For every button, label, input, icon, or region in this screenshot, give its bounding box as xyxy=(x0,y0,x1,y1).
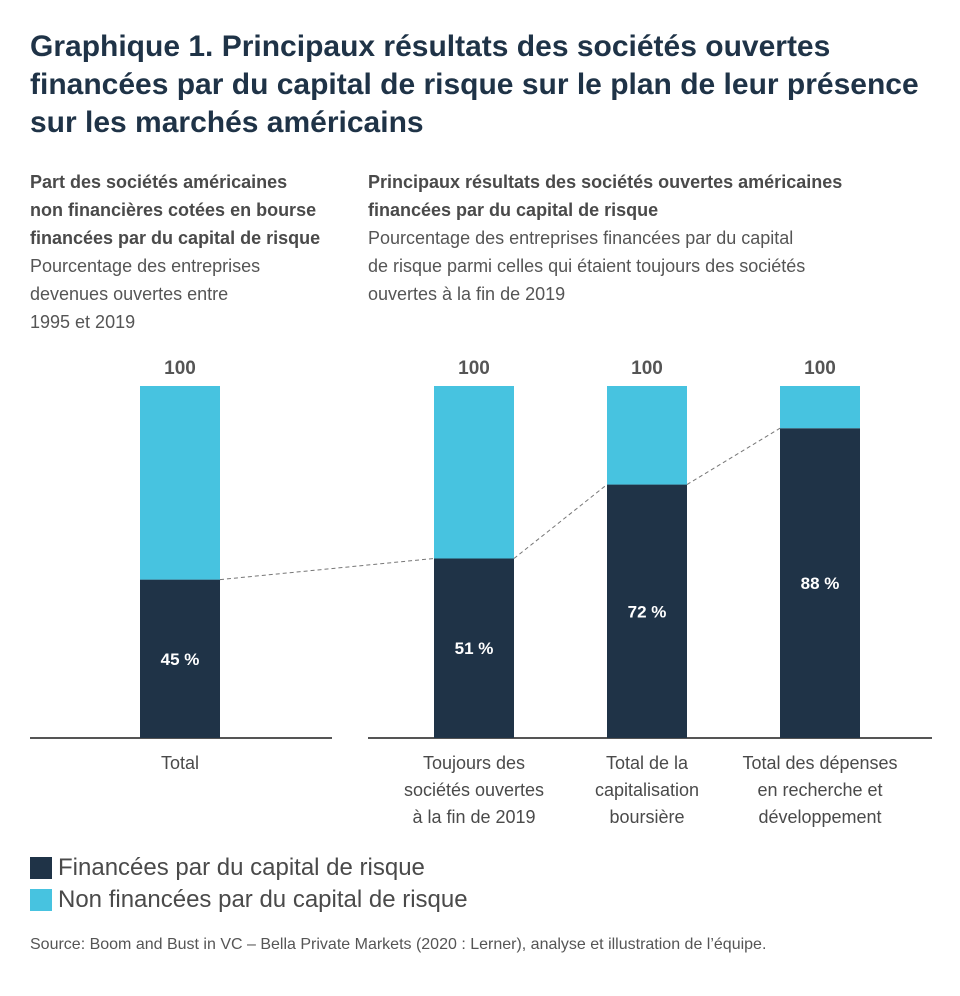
category-label: Total xyxy=(161,753,199,773)
left-panel-subtitle-line: devenues ouvertes entre xyxy=(30,284,229,304)
right-panel-title-line: financées par du capital de risque xyxy=(368,200,659,220)
category-label: boursière xyxy=(609,807,684,827)
total-label: 100 xyxy=(458,358,490,379)
stacked-bar-chart: 45 % 100 Total 51 % 100 Toujours des sociétés … xyxy=(30,358,932,827)
connector-line xyxy=(513,484,608,559)
category-label: sociétés ouvertes xyxy=(404,780,544,800)
category-label: en recherche et xyxy=(757,780,882,800)
category-label: à la fin de 2019 xyxy=(412,807,535,827)
bar-vc xyxy=(140,579,220,738)
right-panel-subtitle-line: Pourcentage des entreprises financées pa… xyxy=(368,228,794,248)
category-label: développement xyxy=(758,807,881,827)
bar-non-vc xyxy=(434,386,514,559)
connector-line xyxy=(219,557,435,581)
bar-non-vc xyxy=(140,386,220,580)
source-note: Source: Boom and Bust in VC – Bella Priv… xyxy=(30,936,767,953)
left-panel-title-line: non financières cotées en bourse xyxy=(30,200,317,220)
data-label-vc: 72 % xyxy=(628,602,667,621)
legend-label-non-vc: Non financées par du capital de risque xyxy=(58,886,468,913)
category-label: Total de la xyxy=(606,753,689,773)
connector-line xyxy=(686,427,781,485)
bar-vc xyxy=(607,484,687,738)
right-panel-header: Principaux résultats des sociétés ouvert… xyxy=(368,168,888,308)
category-label: Total des dépenses xyxy=(742,753,897,773)
right-panel-title-line: Principaux résultats des sociétés ouvert… xyxy=(368,172,843,192)
category-label: Toujours des xyxy=(423,753,525,773)
bar-vc xyxy=(780,428,860,738)
category-label: capitalisation xyxy=(595,780,699,800)
left-panel-subtitle-line: Pourcentage des entreprises xyxy=(30,256,261,276)
total-label: 100 xyxy=(164,358,196,379)
legend: Financées par du capital de risque Non f… xyxy=(30,852,468,916)
left-panel-title-line: financées par du capital de risque xyxy=(30,228,321,248)
left-panel-title-line: Part des sociétés américaines xyxy=(30,172,288,192)
left-panel-subtitle-line: 1995 et 2019 xyxy=(30,312,136,332)
total-label: 100 xyxy=(631,358,663,379)
legend-swatch-non-vc xyxy=(30,889,52,911)
left-panel-header: Part des sociétés américaines non financ… xyxy=(30,168,350,336)
legend-item-non-vc: Non financées par du capital de risque xyxy=(30,884,468,916)
bar-non-vc xyxy=(607,386,687,485)
data-label-vc: 45 % xyxy=(161,650,200,669)
bar-non-vc xyxy=(780,386,860,429)
legend-item-vc: Financées par du capital de risque xyxy=(30,852,468,884)
right-panel-subtitle-line: de risque parmi celles qui étaient toujo… xyxy=(368,256,806,276)
data-label-vc: 88 % xyxy=(801,574,840,593)
chart-title: Graphique 1. Principaux résultats des so… xyxy=(30,30,919,139)
data-label-vc: 51 % xyxy=(455,639,494,658)
right-panel-subtitle-line: ouvertes à la fin de 2019 xyxy=(368,284,566,304)
legend-label-vc: Financées par du capital de risque xyxy=(58,854,425,881)
bar-vc xyxy=(434,558,514,738)
total-label: 100 xyxy=(804,358,836,379)
legend-swatch-vc xyxy=(30,857,52,879)
